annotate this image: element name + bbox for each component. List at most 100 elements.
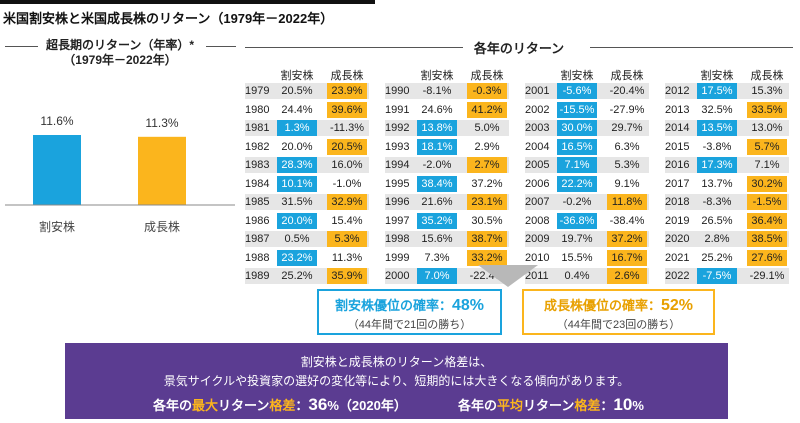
summary-box: 割安株と成長株のリターン格差は、 景気サイクルや投資家の選好の変化等により、短期… (65, 343, 728, 419)
growth-return-cell: 5.3% (327, 231, 367, 247)
summary-line1: 割安株と成長株のリターン格差は、 (300, 355, 493, 369)
year-cell: 1999 (385, 251, 410, 264)
table-row: 1998 15.6% 38.7% (385, 230, 515, 249)
growth-return-cell: 29.7% (611, 122, 643, 134)
year-cell: 2008 (525, 214, 550, 227)
bar-value-label: 11.6% (40, 114, 73, 128)
value-return-cell: 20.0% (281, 140, 313, 153)
year-cell: 1994 (385, 159, 410, 171)
growth-return-cell: 15.3% (751, 85, 783, 97)
header-growth: 成長株 (470, 70, 504, 82)
table-row: 1992 13.8% 5.0% (385, 119, 515, 138)
value-return-cell: 13.7% (701, 177, 733, 190)
header-value: 割安株 (700, 70, 734, 82)
table-row: 1995 38.4% 37.2% (385, 175, 515, 194)
max-gap-value: 36 (308, 395, 328, 414)
table-row: 2007 -0.2% 11.8% (525, 193, 655, 212)
growth-return-cell: 33.5% (747, 101, 787, 118)
long-term-title-line1: 超長期のリターン（年率）* (45, 38, 195, 52)
growth-return-cell: 9.1% (614, 177, 640, 190)
year-cell: 1990 (385, 85, 410, 97)
table-row: 2022 -7.5% -29.1% (665, 267, 795, 286)
table-row: 1994 -2.0% 2.7% (385, 156, 515, 175)
returns-table: 割安株 成長株 1990 -8.1% -0.3% 1991 24.6% 41.2% 1992 13… (385, 66, 515, 286)
year-cell: 1985 (245, 196, 270, 208)
value-return-cell: 19.7% (561, 233, 593, 245)
returns-table: 割安株 成長株 2001 -5.6% -20.4% 2002 -15.5% -27.9% 200… (525, 66, 655, 286)
growth-return-cell: 30.2% (747, 175, 787, 192)
bar-category-label: 成長株 (144, 219, 180, 234)
header-growth: 成長株 (330, 70, 364, 82)
value-return-cell: -8.3% (702, 196, 732, 208)
growth-win-pct: 52% (660, 297, 694, 314)
growth-return-cell: -29.1% (749, 270, 785, 282)
year-cell: 1992 (385, 122, 410, 134)
table-row: 2013 32.5% 33.5% (665, 101, 795, 120)
left-title-rule-right (206, 46, 236, 47)
year-cell: 1983 (245, 159, 270, 171)
value-return-cell: -8.1% (422, 85, 452, 97)
table-row: 2012 17.5% 15.3% (665, 82, 795, 101)
year-cell: 2006 (525, 177, 550, 190)
table-row: 2014 13.5% 13.0% (665, 119, 795, 138)
growth-return-cell: 15.4% (331, 214, 363, 227)
year-cell: 2004 (525, 140, 550, 153)
year-cell: 1989 (245, 270, 270, 282)
growth-return-cell: 39.6% (327, 101, 367, 118)
header-value: 割安株 (280, 70, 314, 82)
table-row: 2018 -8.3% -1.5% (665, 193, 795, 212)
growth-return-cell: 7.1% (754, 159, 780, 171)
value-return-cell: 18.1% (417, 138, 457, 155)
value-return-cell: -3.8% (702, 140, 732, 153)
year-cell: 2005 (525, 159, 550, 171)
long-term-bar-chart: 11.6% 割安株 11.3% 成長株 (5, 114, 235, 234)
year-cell: 1982 (245, 140, 270, 153)
year-cell: 2007 (525, 196, 550, 208)
table-row: 2005 7.1% 5.3% (525, 156, 655, 175)
year-cell: 2018 (665, 196, 690, 208)
value-return-cell: 21.6% (421, 196, 453, 208)
header-growth: 成長株 (750, 70, 784, 82)
table-row: 1979 20.5% 23.9% (245, 82, 375, 101)
avg-gap-text: 各年の平均リターン格差：10% (458, 395, 644, 414)
value-win-pct: 48% (451, 297, 485, 314)
table-row: 2019 26.5% 36.4% (665, 212, 795, 231)
table-row: 2011 0.4% 2.6% (525, 267, 655, 286)
year-cell: 1998 (385, 233, 410, 245)
bar-value (33, 135, 81, 205)
value-return-cell: 24.4% (281, 103, 313, 116)
year-cell: 1981 (245, 122, 270, 134)
growth-win-sub: （44年間で23回の勝ち） (556, 319, 681, 331)
year-cell: 2003 (525, 122, 550, 134)
table-header: 割安株 成長株 (245, 66, 375, 82)
growth-return-cell: -0.3% (467, 83, 507, 99)
value-return-cell: 7.3% (424, 251, 450, 264)
year-cell: 2016 (665, 159, 690, 171)
table-row: 2001 -5.6% -20.4% (525, 82, 655, 101)
growth-return-cell: 37.2% (607, 231, 647, 247)
header-value: 割安株 (420, 70, 454, 82)
value-return-cell: 31.5% (281, 196, 313, 208)
value-return-cell: 17.5% (697, 83, 737, 99)
year-cell: 2019 (665, 214, 690, 227)
value-win-box: 割安株優位の確率：48% （44年間で21回の勝ち） (317, 289, 502, 335)
growth-return-cell: 11.3% (331, 251, 363, 264)
value-return-cell: 20.0% (277, 212, 317, 229)
year-cell: 1997 (385, 214, 410, 227)
table-row: 2003 30.0% 29.7% (525, 119, 655, 138)
value-return-cell: -5.6% (557, 83, 597, 99)
year-cell: 2015 (665, 140, 690, 153)
year-cell: 2022 (665, 270, 690, 282)
value-return-cell: 32.5% (701, 103, 733, 116)
growth-return-cell: 35.9% (327, 268, 367, 284)
table-row: 2010 15.5% 16.7% (525, 249, 655, 268)
year-cell: 2001 (525, 85, 550, 97)
value-return-cell: 13.8% (417, 120, 457, 136)
year-cell: 1980 (245, 103, 270, 116)
growth-return-cell: 6.3% (614, 140, 640, 153)
value-return-cell: 26.5% (701, 214, 733, 227)
growth-return-cell: 36.4% (747, 212, 787, 229)
value-return-cell: -15.5% (557, 101, 597, 118)
table-row: 1984 10.1% -1.0% (245, 175, 375, 194)
growth-return-cell: -1.0% (332, 177, 362, 190)
